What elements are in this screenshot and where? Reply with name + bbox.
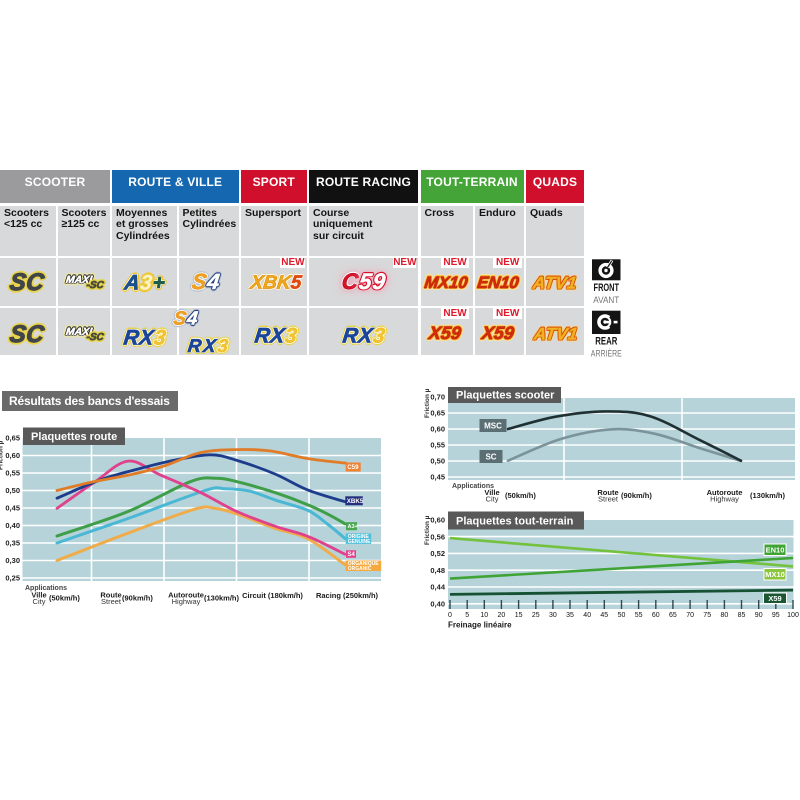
svg-text:XBK5: XBK5: [347, 498, 364, 505]
svg-text:REAR: REAR: [595, 336, 617, 348]
svg-text:Applications: Applications: [25, 585, 67, 592]
svg-text:X59: X59: [768, 594, 781, 603]
svg-text:GENUINE: GENUINE: [348, 539, 371, 545]
svg-text:Street: Street: [101, 597, 122, 606]
svg-text:65: 65: [669, 612, 677, 619]
svg-text:Highway: Highway: [710, 495, 739, 504]
svg-text:ARRIÈRE: ARRIÈRE: [591, 349, 622, 360]
svg-text:0,35: 0,35: [5, 539, 20, 548]
svg-text:0,52: 0,52: [430, 549, 445, 558]
svg-text:70: 70: [686, 612, 694, 619]
svg-text:0,40: 0,40: [5, 521, 20, 530]
svg-text:20: 20: [498, 612, 506, 619]
svg-text:Street: Street: [598, 495, 619, 504]
svg-text:(50km/h): (50km/h): [505, 491, 536, 500]
svg-text:0,56: 0,56: [430, 532, 445, 541]
svg-text:85: 85: [738, 612, 746, 619]
svg-text:ORIGINE: ORIGINE: [348, 534, 370, 540]
svg-text:90: 90: [755, 612, 763, 619]
svg-text:35: 35: [566, 612, 574, 619]
svg-text:80: 80: [721, 612, 729, 619]
svg-text:0: 0: [448, 612, 452, 619]
svg-text:0,65: 0,65: [5, 434, 20, 443]
svg-text:Plaquettes tout-terrain: Plaquettes tout-terrain: [456, 516, 574, 528]
svg-text:0,45: 0,45: [5, 504, 20, 513]
svg-text:0,65: 0,65: [430, 409, 445, 418]
svg-text:(130km/h): (130km/h): [750, 491, 786, 500]
svg-text:40: 40: [583, 612, 591, 619]
svg-text:0,45: 0,45: [430, 473, 445, 482]
svg-text:55: 55: [635, 612, 643, 619]
svg-text:MX10: MX10: [765, 570, 785, 579]
svg-text:0,40: 0,40: [430, 600, 445, 609]
svg-text:Friction µ: Friction µ: [424, 515, 431, 545]
svg-text:ORGANIC: ORGANIC: [348, 566, 372, 572]
svg-text:0,55: 0,55: [5, 469, 20, 478]
svg-text:C59: C59: [347, 464, 359, 471]
svg-text:Highway: Highway: [172, 597, 201, 606]
svg-text:City: City: [33, 597, 46, 606]
svg-text:Applications: Applications: [452, 483, 494, 490]
svg-text:0,44: 0,44: [430, 583, 445, 592]
svg-text:30: 30: [549, 612, 557, 619]
svg-text:Ville: Ville: [484, 488, 499, 497]
svg-text:Racing (250km/h): Racing (250km/h): [316, 591, 379, 600]
svg-text:0,55: 0,55: [430, 441, 445, 450]
svg-text:0,48: 0,48: [430, 566, 445, 575]
svg-text:Freinage linéaire: Freinage linéaire: [448, 621, 512, 630]
svg-text:45: 45: [600, 612, 608, 619]
svg-text:75: 75: [703, 612, 711, 619]
svg-text:0,60: 0,60: [430, 425, 445, 434]
svg-text:5: 5: [465, 612, 469, 619]
svg-text:Friction µ: Friction µ: [424, 388, 431, 418]
svg-text:50: 50: [618, 612, 626, 619]
svg-text:Autoroute: Autoroute: [168, 591, 204, 600]
svg-text:City: City: [486, 495, 499, 504]
svg-text:Route: Route: [597, 488, 618, 497]
svg-text:(90km/h): (90km/h): [122, 594, 153, 603]
svg-text:AVANT: AVANT: [593, 295, 619, 306]
svg-text:0,60: 0,60: [5, 451, 20, 460]
svg-text:0,50: 0,50: [5, 486, 20, 495]
svg-text:(130km/h): (130km/h): [204, 594, 240, 603]
svg-text:Plaquettes route: Plaquettes route: [31, 431, 117, 443]
svg-text:(50km/h): (50km/h): [49, 594, 80, 603]
svg-text:0,25: 0,25: [5, 574, 20, 583]
svg-text:Circuit (180km/h): Circuit (180km/h): [242, 591, 303, 600]
svg-text:Friction µ: Friction µ: [0, 440, 5, 470]
svg-text:Route: Route: [100, 591, 121, 600]
svg-text:15: 15: [515, 612, 523, 619]
svg-text:0,50: 0,50: [430, 457, 445, 466]
svg-text:Autoroute: Autoroute: [707, 488, 743, 497]
svg-text:S4: S4: [348, 552, 356, 558]
svg-text:FRONT: FRONT: [594, 282, 620, 294]
svg-text:SC: SC: [485, 453, 496, 462]
svg-text:10: 10: [480, 612, 488, 619]
svg-text:100: 100: [787, 612, 799, 619]
svg-text:25: 25: [532, 612, 540, 619]
svg-text:Plaquettes scooter: Plaquettes scooter: [456, 390, 555, 402]
svg-text:0,60: 0,60: [430, 516, 445, 525]
svg-text:ORGANIQUE: ORGANIQUE: [348, 561, 380, 567]
svg-text:0,70: 0,70: [430, 393, 445, 402]
svg-text:(90km/h): (90km/h): [621, 491, 652, 500]
svg-text:95: 95: [772, 612, 780, 619]
svg-text:60: 60: [652, 612, 660, 619]
svg-text:Ville: Ville: [31, 591, 46, 600]
svg-text:A3+: A3+: [348, 524, 358, 530]
svg-text:MSC: MSC: [484, 422, 502, 431]
svg-text:0,30: 0,30: [5, 556, 20, 565]
svg-text:EN10: EN10: [766, 545, 785, 554]
